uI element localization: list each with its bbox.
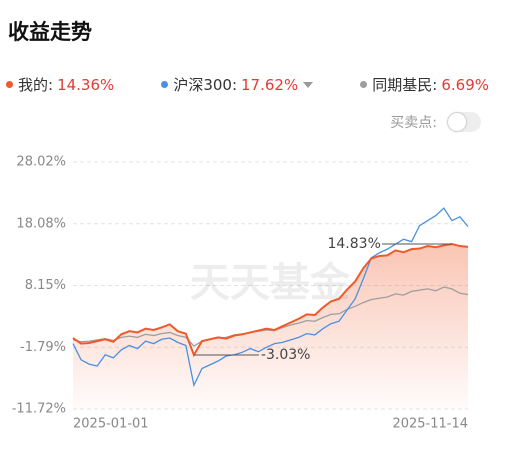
legend-value: 17.62% [241, 75, 299, 94]
legend-name: 沪深300: [173, 76, 238, 94]
switch[interactable] [447, 112, 481, 132]
legend-dot [161, 81, 169, 88]
legend-name: 我的: [18, 76, 54, 94]
legend: 我的: 14.36% 沪深300: 17.62% 同期基民: 6.69% [6, 74, 489, 95]
legend-dot [6, 81, 13, 88]
y-tick-label: 18.08% [16, 216, 66, 231]
watermark: 天天基金 [190, 260, 351, 306]
annotation-label: -3.03% [261, 347, 311, 363]
toggle[interactable]: 买卖点: [390, 112, 481, 132]
toggle-label: 买卖点: [390, 115, 437, 131]
legend-value: 14.36% [57, 75, 115, 94]
y-tick-label: -1.79% [20, 340, 66, 355]
series-line [72, 242, 469, 358]
x-tick-label: 2025-11-14 [392, 417, 468, 432]
title: 收益走势 [8, 20, 92, 44]
y-tick-label: -11.72% [12, 402, 66, 417]
legend-name: 同期基民: [372, 76, 438, 94]
legend-value: 6.69% [441, 75, 489, 94]
area [73, 243, 468, 409]
annotation-label: 14.83% [327, 236, 380, 252]
switch-knob [448, 113, 466, 131]
legend-item: 同期基民: 6.69% [360, 74, 489, 95]
y-tick-label: 8.15% [25, 278, 66, 293]
y-tick-label: 28.02% [16, 155, 66, 170]
series-line [72, 207, 469, 388]
legend-item: 沪深300: 17.62% [161, 74, 314, 95]
x-tick-label: 2025-01-01 [73, 417, 149, 432]
legend-dot [360, 81, 368, 88]
dropdown-arrow [303, 81, 314, 88]
legend-item: 我的: 14.36% [6, 74, 114, 95]
